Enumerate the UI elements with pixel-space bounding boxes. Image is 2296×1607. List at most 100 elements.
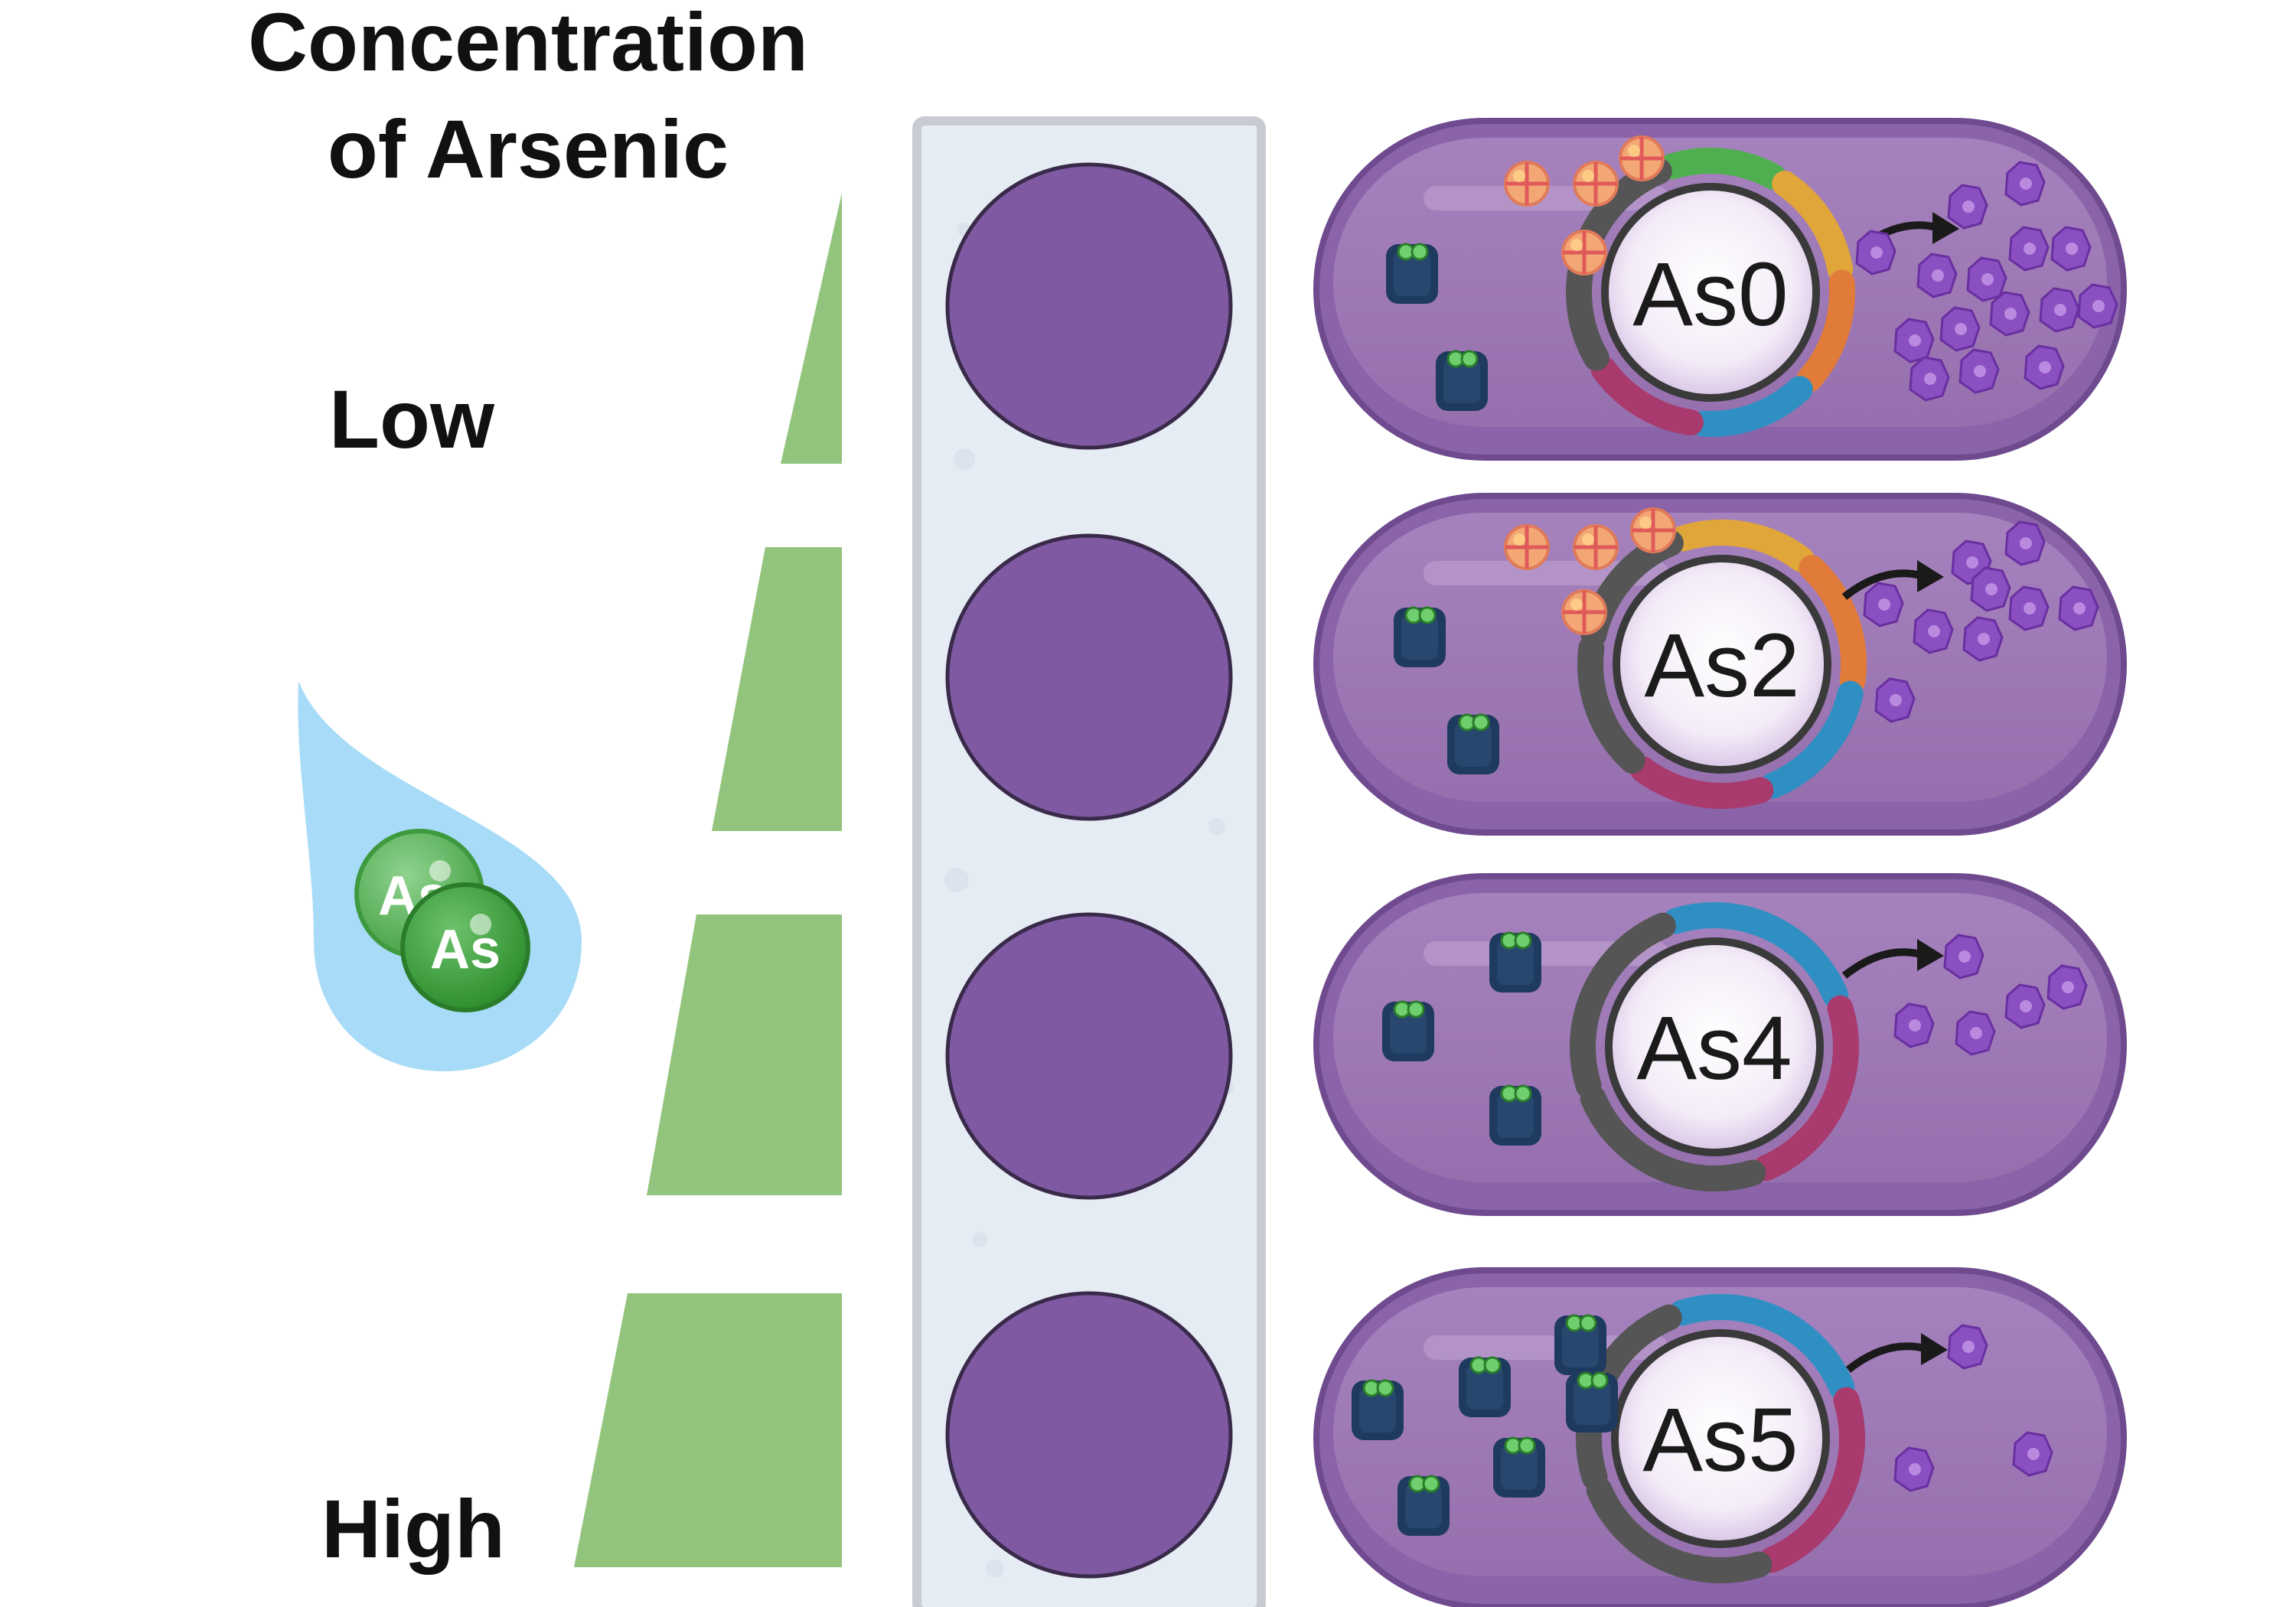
plasmid-as4	[1570, 902, 1859, 1191]
output-protein-7	[2050, 226, 2092, 272]
bacterial-cell-2	[1313, 493, 2127, 836]
expression-arrow-icon	[1841, 560, 1944, 600]
arsenic-droplet: As As	[298, 681, 582, 1071]
output-protein-3	[1855, 230, 1896, 275]
arsenic-bound-repressor-1	[1394, 606, 1446, 667]
output-protein-4	[2004, 983, 2046, 1029]
concentration-gradient	[574, 193, 842, 1567]
output-protein-3	[2012, 1431, 2053, 1477]
bacterial-cell-4	[1313, 1267, 2127, 1607]
plasmid-as5	[1576, 1294, 1865, 1583]
output-protein-5	[2047, 964, 2088, 1010]
plasmid-label-as2: As2	[1644, 615, 1799, 716]
expression-arrow-icon	[1845, 1333, 1948, 1373]
gradient-level-4	[574, 1293, 842, 1567]
plasmid-segment	[1590, 356, 1704, 436]
title-line-2: of Arsenic	[328, 103, 729, 195]
gradient-level-3	[647, 914, 842, 1195]
plasmid-label-as0: As0	[1632, 244, 1788, 345]
output-protein-12	[1958, 348, 2000, 394]
gradient-level-1	[781, 193, 842, 464]
output-protein-14	[1909, 356, 1950, 402]
output-protein-7	[2058, 585, 2099, 631]
well-strip-panel	[912, 116, 1266, 1607]
output-protein-4	[1913, 608, 1954, 654]
arsenic-bound-repressor-1	[1554, 1314, 1606, 1375]
output-protein-1	[1947, 184, 1988, 230]
plasmid-segment	[1577, 635, 1645, 774]
plasmid-segment	[1753, 995, 1859, 1182]
title-line-1: Concentration	[248, 0, 808, 88]
repressor-protein-4	[1630, 507, 1676, 553]
output-protein-6	[2008, 585, 2050, 631]
repressor-protein-3	[1561, 230, 1607, 275]
arsenic-atom-front: As	[400, 882, 530, 1012]
arsenic-bound-repressor-1	[1489, 931, 1541, 993]
expression-arrow-icon	[1841, 939, 1944, 979]
plasmid-segment	[1629, 756, 1774, 809]
arsenic-bound-repressor-1	[1386, 243, 1438, 304]
output-protein-11	[2039, 287, 2080, 333]
well-3	[945, 912, 1233, 1200]
label-low: Low	[329, 373, 495, 465]
bacterial-cell-3	[1313, 873, 2127, 1216]
output-protein-1	[1943, 934, 1985, 980]
plasmid-segment	[1760, 680, 1864, 799]
plasmid-segment	[1580, 1085, 1766, 1191]
arsenic-bound-repressor-2	[1447, 713, 1499, 774]
output-protein-9	[1970, 566, 2011, 612]
plasmid-segment	[1668, 1294, 1855, 1400]
output-protein-2	[2004, 520, 2046, 566]
plasmid-segment	[1796, 269, 1855, 393]
plasmid-segment	[1691, 376, 1813, 437]
plasmid-as2	[1577, 520, 1867, 809]
arsenic-bound-repressor-6	[1397, 1475, 1450, 1536]
repressor-protein-3	[1561, 589, 1607, 635]
plasmid-segment	[1662, 902, 1849, 1009]
repressor-protein-1	[1504, 161, 1550, 207]
plasmid-segment	[1799, 555, 1867, 693]
output-protein-3	[1955, 1010, 1996, 1056]
output-protein-8	[1874, 677, 1916, 723]
arsenic-bound-repressor-5	[1352, 1379, 1404, 1440]
plasmid-segment	[1772, 171, 1854, 282]
output-protein-6	[2008, 226, 2050, 272]
output-protein-8	[1893, 318, 1935, 363]
repressor-protein-2	[1573, 161, 1619, 207]
plasmid-label-as5: As5	[1642, 1390, 1798, 1491]
plasmid-label-as4: As4	[1636, 998, 1792, 1099]
arsenic-bound-repressor-2	[1436, 350, 1488, 411]
well-1	[945, 162, 1233, 450]
output-protein-5	[1966, 256, 2007, 302]
plasmid-segment	[1586, 1477, 1773, 1583]
output-protein-13	[2024, 344, 2065, 390]
output-protein-1	[1947, 1324, 1988, 1370]
well-4	[945, 1291, 1233, 1579]
atom-label-2: As	[430, 919, 501, 980]
output-protein-2	[1893, 1446, 1935, 1492]
plasmid-segment	[1658, 148, 1786, 190]
output-protein-10	[1989, 291, 2030, 337]
output-protein-2	[1893, 1002, 1935, 1048]
well-2	[945, 533, 1233, 821]
repressor-protein-2	[1573, 524, 1619, 570]
label-high: High	[321, 1482, 505, 1575]
output-protein-9	[1939, 306, 1981, 352]
well-strip	[912, 116, 1266, 1607]
plasmid-as0	[1566, 148, 1855, 437]
bacterial-cells	[1313, 118, 2127, 1607]
plasmid-segment	[1570, 912, 1676, 1099]
output-protein-3	[1863, 582, 1904, 627]
arsenic-bound-repressor-3	[1489, 1084, 1541, 1146]
output-protein-15	[2077, 283, 2118, 329]
plasmid-segment	[1670, 520, 1815, 572]
output-protein-2	[2004, 161, 2046, 207]
repressor-protein-4	[1619, 135, 1665, 181]
arsenic-bound-repressor-3	[1566, 1371, 1618, 1433]
arsenic-bound-repressor-4	[1493, 1436, 1545, 1498]
repressor-protein-1	[1504, 524, 1550, 570]
arsenic-bound-repressor-2	[1382, 1000, 1434, 1061]
output-protein-4	[1916, 253, 1958, 298]
arsenic-bound-repressor-2	[1459, 1356, 1511, 1417]
